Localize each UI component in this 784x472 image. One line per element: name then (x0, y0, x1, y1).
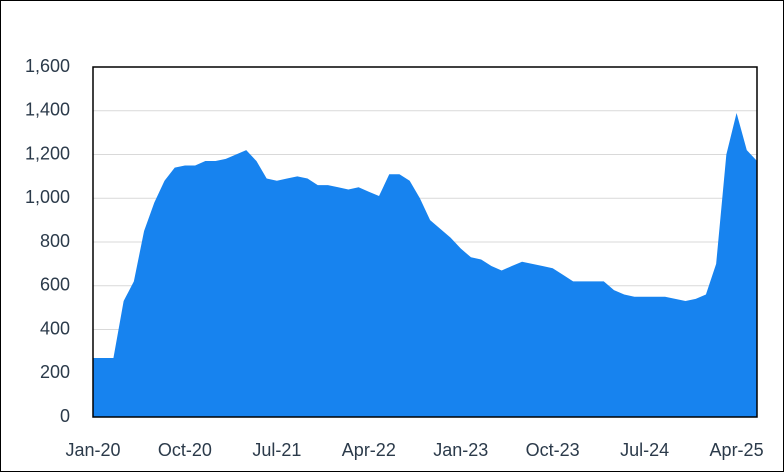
x-tick-label: Oct-20 (158, 440, 212, 460)
y-tick-label: 1,200 (25, 143, 70, 163)
x-tick-label: Apr-25 (710, 440, 764, 460)
y-tick-label: 400 (40, 318, 70, 338)
y-tick-label: 0 (60, 406, 70, 426)
x-tick-label: Jan-23 (433, 440, 488, 460)
x-tick-label: Jul-24 (620, 440, 669, 460)
x-tick-label: Oct-23 (526, 440, 580, 460)
x-tick-label: Jul-21 (252, 440, 301, 460)
y-tick-label: 1,000 (25, 187, 70, 207)
y-tick-label: 600 (40, 275, 70, 295)
plot: 0 200 400 600 800 1,000 1,200 1,400 1,600 Jan-20 O… (25, 56, 764, 460)
y-tick-label: 1,600 (25, 56, 70, 76)
area (93, 112, 757, 417)
y-tick-label: 800 (40, 231, 70, 251)
y-tick-label: 200 (40, 362, 70, 382)
x-tick-label: Jan-20 (65, 440, 120, 460)
x-tick-label: Apr-22 (342, 440, 396, 460)
plot-border (92, 66, 758, 418)
y-tick-label: 1,400 (25, 100, 70, 120)
